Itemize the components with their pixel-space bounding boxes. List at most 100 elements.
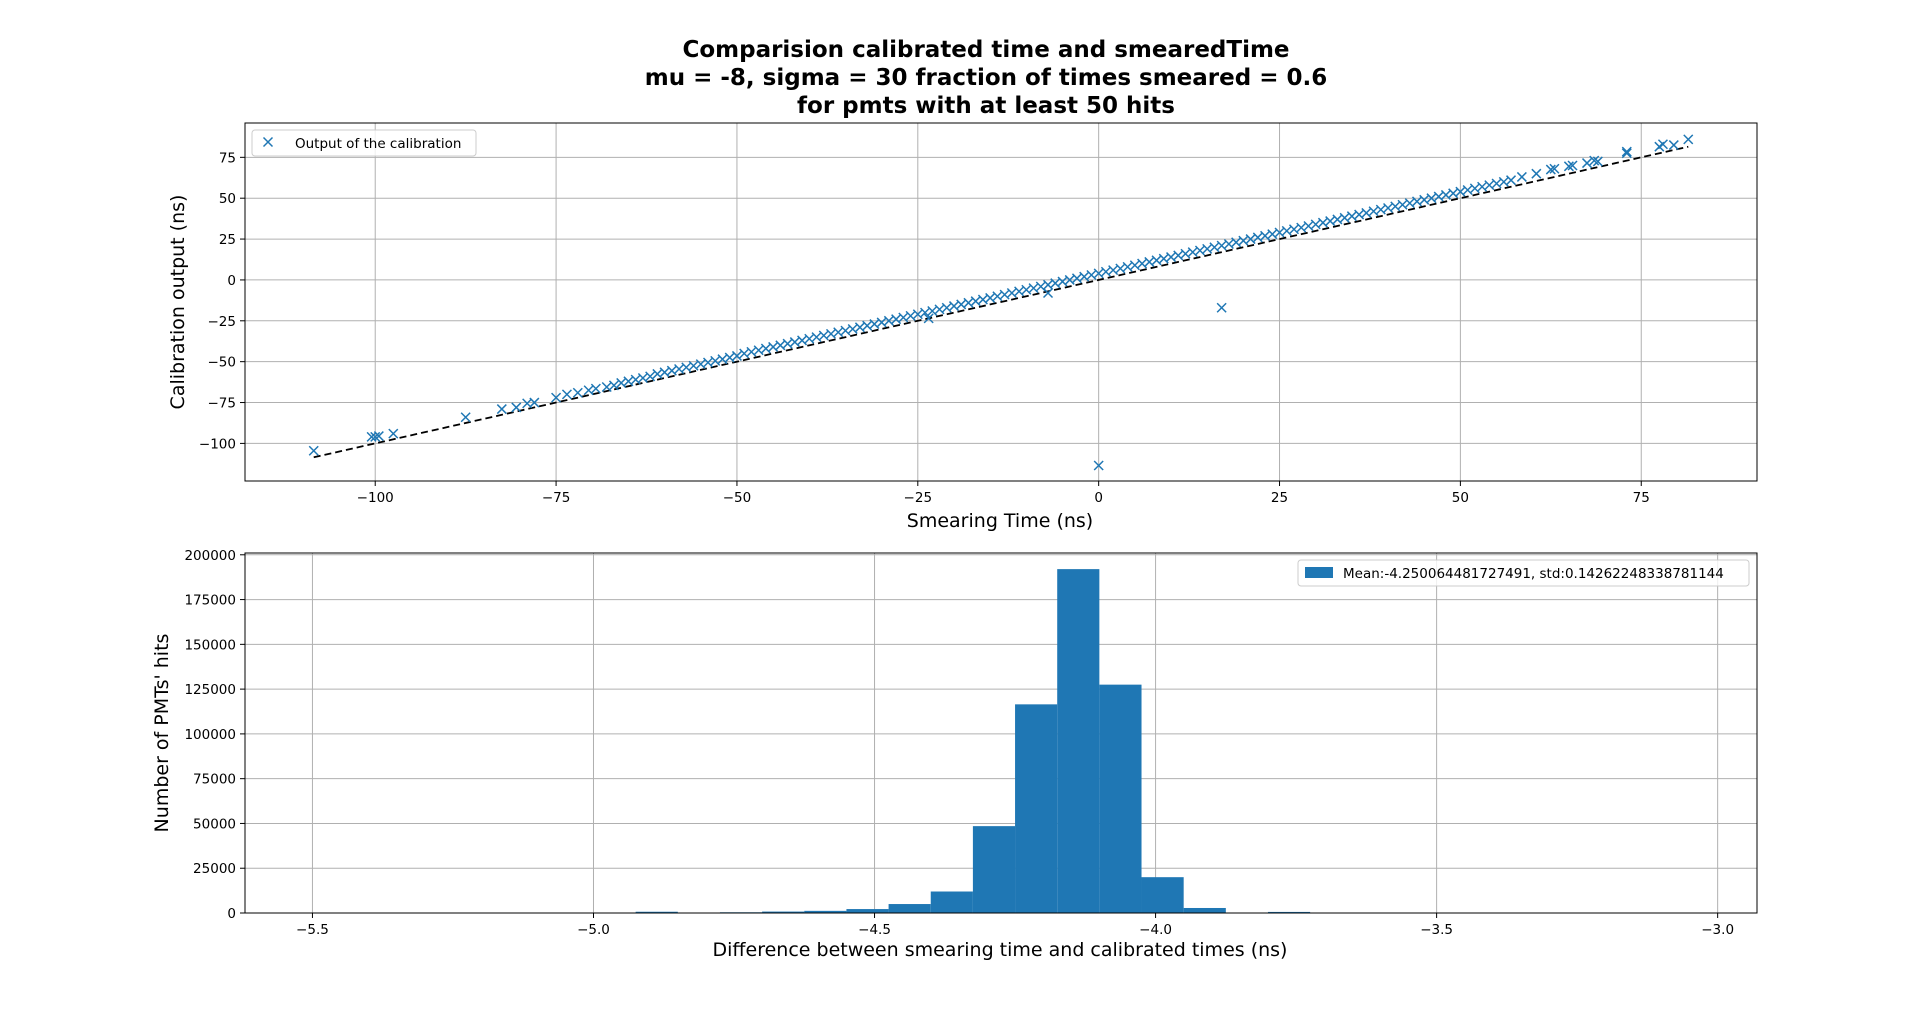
histogram-y-tick-label: 175000 [184, 593, 236, 609]
scatter-point [1216, 302, 1227, 313]
scatter-points [308, 134, 1694, 471]
scatter-x-tick-label: −100 [357, 490, 394, 506]
scatter-point [1093, 460, 1104, 471]
scatter-plot: −100 −75 −50 −25 0 25 50 75 −100 −75 −50 −25 0 25 50 7… [167, 122, 1758, 532]
histogram-x-tick-label: −3.5 [1420, 922, 1453, 938]
histogram-x-axis-label: Difference between smearing time and cal… [713, 939, 1288, 961]
scatter-point [1545, 164, 1556, 175]
scatter-point [1567, 160, 1578, 171]
scatter-point [460, 412, 471, 423]
scatter-point [1581, 158, 1593, 169]
reference-dashed-line [313, 145, 1689, 459]
scatter-y-tick-label: 25 [219, 232, 236, 248]
histogram-x-tick-label: −5.5 [296, 922, 329, 938]
histogram-bar [972, 826, 1016, 913]
scatter-point [1621, 146, 1632, 157]
histogram-y-tick-label: 25000 [193, 861, 236, 877]
scatter-point [1531, 168, 1542, 179]
histogram-y-tick-label: 75000 [193, 772, 236, 788]
histogram-bar [930, 891, 973, 913]
scatter-point [1549, 163, 1560, 174]
scatter-legend-label: Output of the calibration [295, 136, 461, 152]
histogram-x-tick-label: −4.0 [1139, 922, 1172, 938]
histogram-y-tick-label: 0 [227, 906, 236, 922]
scatter-point [1589, 155, 1600, 166]
scatter-point [731, 350, 742, 361]
scatter-point [1505, 175, 1517, 186]
histogram-y-tick-label: 50000 [193, 816, 236, 832]
scatter-point [1657, 139, 1668, 150]
scatter-legend: Output of the calibration [251, 129, 477, 157]
legend-x-marker-icon [262, 136, 274, 148]
histogram-axes-frame [244, 552, 1758, 914]
scatter-point [1563, 161, 1574, 172]
histogram-legend: Mean:-4.250064481727491, std:0.142622483… [1297, 559, 1750, 587]
histogram-y-tick-label: 150000 [184, 637, 236, 653]
histogram-bar [1015, 704, 1058, 913]
scatter-point [1621, 148, 1632, 159]
scatter-x-tick-label: 75 [1633, 490, 1650, 506]
scatter-y-tick-label: −75 [208, 396, 237, 412]
scatter-point [388, 428, 399, 439]
scatter-y-tick-label: −25 [208, 314, 237, 330]
legend-x-marker [262, 136, 274, 148]
scatter-point [370, 431, 381, 442]
scatter-point [496, 404, 507, 415]
scatter-point [608, 380, 619, 391]
scatter-x-tick-label: −50 [723, 490, 752, 506]
scatter-point [1592, 156, 1603, 167]
histogram-bar [1057, 569, 1100, 913]
histogram-x-tick-label: −5.0 [577, 922, 610, 938]
scatter-x-tick-label: 50 [1452, 490, 1469, 506]
histogram-legend-swatch [1305, 567, 1333, 578]
scatter-point [308, 445, 319, 456]
histogram-bar [1183, 907, 1226, 913]
scatter-x-tick-label: 25 [1271, 490, 1288, 506]
histogram-legend-label: Mean:-4.250064481727491, std:0.142622483… [1343, 566, 1724, 582]
title-line-2: mu = -8, sigma = 30 fraction of times sm… [645, 65, 1327, 91]
scatter-legend-box [251, 129, 477, 157]
histogram-bar [762, 911, 805, 913]
scatter-x-tick-label: 0 [1094, 490, 1103, 506]
scatter-x-axis-label: Smearing Time (ns) [907, 510, 1093, 532]
scatter-y-tick-label: 50 [219, 191, 236, 207]
title-line-3: for pmts with at least 50 hits [797, 93, 1175, 119]
scatter-point [1042, 287, 1054, 299]
scatter-y-ticks: −100 −75 −50 −25 0 25 50 75 [199, 150, 245, 452]
scatter-y-axis-label: Calibration output (ns) [167, 195, 189, 410]
figure-title: Comparision calibrated time and smearedT… [645, 37, 1327, 119]
histogram-bar [1099, 684, 1142, 913]
title-line-1: Comparision calibrated time and smearedT… [682, 37, 1289, 63]
scatter-point [551, 392, 562, 403]
histogram-legend-box [1297, 559, 1750, 587]
histogram-y-tick-label: 200000 [184, 548, 236, 564]
scatter-point [373, 431, 384, 442]
scatter-point [590, 383, 601, 394]
scatter-point [1683, 134, 1694, 145]
histogram-x-tick-label: −3.0 [1701, 922, 1734, 938]
scatter-axes-frame [244, 122, 1758, 482]
scatter-y-tick-label: −100 [199, 436, 236, 452]
scatter-grid [245, 123, 1757, 481]
histogram-bar [846, 909, 889, 913]
scatter-point [511, 402, 522, 413]
histogram-x-tick-label: −4.5 [858, 922, 891, 938]
scatter-y-tick-label: 75 [219, 150, 236, 166]
scatter-y-tick-label: 0 [227, 273, 236, 289]
histogram-y-tick-label: 100000 [184, 727, 236, 743]
reference-line [313, 145, 1689, 459]
scatter-x-tick-label: −75 [542, 490, 571, 506]
histogram-bar [804, 910, 847, 913]
scatter-point [923, 313, 934, 324]
scatter-point [1668, 140, 1679, 151]
histogram-bar [888, 904, 931, 913]
scatter-x-ticks: −100 −75 −50 −25 0 25 50 75 [357, 481, 1650, 506]
histogram-y-axis-label: Number of PMTs' hits [151, 634, 173, 833]
histogram-x-ticks: −5.5 −5.0 −4.5 −4.0 −3.5 −3.0 [296, 913, 1734, 938]
scatter-point [572, 387, 583, 398]
scatter-point [561, 389, 572, 400]
scatter-point [529, 397, 540, 408]
histogram-bar [635, 911, 678, 913]
scatter-point [645, 371, 656, 382]
